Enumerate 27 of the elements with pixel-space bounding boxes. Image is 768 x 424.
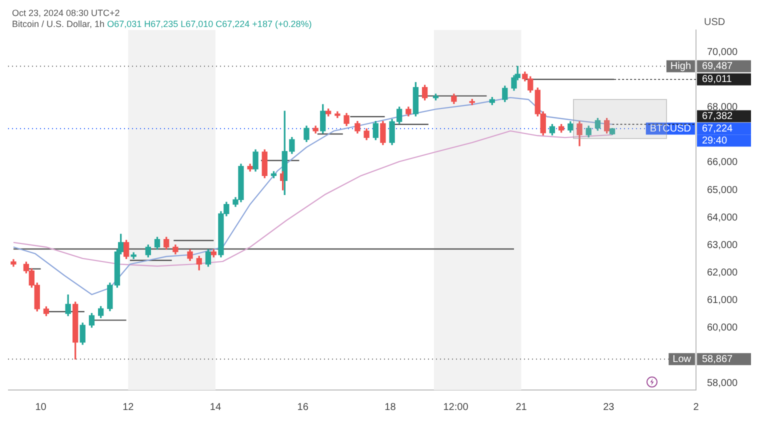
x-tick-label: 18: [384, 402, 396, 413]
x-tick-label: 21: [516, 402, 528, 413]
y-axis-title: USD: [704, 16, 726, 28]
x-tick-label: 12:00: [443, 402, 469, 413]
ref-line-label: Low 58,867: [672, 354, 734, 365]
y-tick-label: 65,000: [707, 184, 738, 196]
y-tick-label: 62,000: [707, 268, 738, 279]
ref-line-label: High 69,487: [670, 60, 734, 72]
y-tick-label: 61,000: [707, 295, 738, 306]
x-tick-label: 16: [297, 402, 309, 413]
x-tick-label: 14: [210, 402, 222, 413]
ref-line-label: BTCUSD 67,224 29:40: [650, 123, 734, 146]
annotation: 69,011: [702, 74, 732, 86]
chart-title: Bitcoin / U.S. Dollar, 1h: [12, 19, 105, 29]
chart-subtitle: O67,031 H67,235 L67,010 C67,224 +187 (+0.28%): [107, 19, 312, 29]
annotation: 67,382: [702, 111, 734, 122]
y-tick-label: 70,000: [707, 46, 738, 58]
y-tick-label: 60,000: [707, 322, 738, 334]
y-tick-label: 63,000: [707, 240, 738, 251]
y-tick-label: 64,000: [707, 212, 738, 224]
x-tick-label: 23: [603, 402, 615, 413]
text: Oct 23, 2024 08:30 UTC+2: [12, 8, 121, 19]
x-tick-label: 2: [693, 402, 700, 413]
x-tick-label: 12: [122, 402, 134, 413]
y-tick-label: 58,000: [707, 378, 738, 389]
y-tick-label: 66,000: [707, 157, 738, 168]
x-tick-label: 10: [35, 402, 47, 413]
